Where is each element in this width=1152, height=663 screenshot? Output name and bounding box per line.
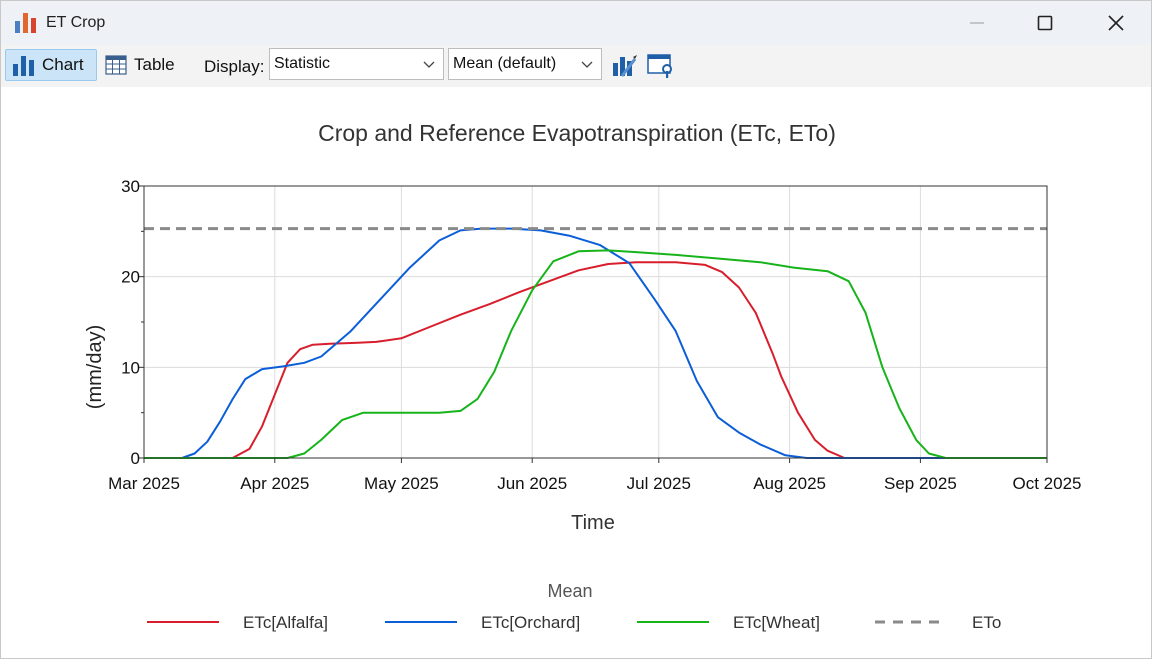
bar-chart-icon xyxy=(13,56,34,76)
x-tick-label: Jun 2025 xyxy=(497,474,567,493)
chart-app-icon xyxy=(15,13,36,33)
x-tick-label: Mar 2025 xyxy=(108,474,180,493)
close-button[interactable] xyxy=(1093,1,1139,45)
chart-tab-button[interactable]: Chart xyxy=(5,49,97,81)
maximize-icon xyxy=(1037,15,1053,31)
legend-label: ETc[Wheat] xyxy=(733,613,820,632)
table-icon xyxy=(105,55,127,75)
series-line-etc-wheat xyxy=(144,249,1047,459)
legend-label: ETc[Orchard] xyxy=(481,613,580,632)
x-tick-label: Jul 2025 xyxy=(627,474,691,493)
display-select-value: Statistic xyxy=(274,55,331,72)
table-tab-label: Table xyxy=(134,55,175,74)
chart-legend: ETc[Alfalfa] ETc[Orchard] ETc[Wheat] ETo xyxy=(147,613,1001,632)
series-line-etc-alfalfa xyxy=(144,261,1047,459)
plot-frame xyxy=(143,185,1048,459)
statistic-select[interactable]: Mean (default) xyxy=(448,48,602,80)
display-select[interactable]: Statistic xyxy=(269,48,444,80)
x-tick-label: Apr 2025 xyxy=(240,474,309,493)
chevron-down-icon xyxy=(581,61,593,68)
chart-settings-icon[interactable] xyxy=(610,51,638,79)
chart-ticks: Mar 2025 Apr 2025 May 2025 Jun 2025 Jul 2025… xyxy=(108,177,1081,493)
x-tick-label: May 2025 xyxy=(364,474,439,493)
statistic-select-value: Mean (default) xyxy=(453,55,557,72)
x-tick-label: Sep 2025 xyxy=(884,474,957,493)
x-axis-label: Time xyxy=(571,512,615,534)
legend-label: ETc[Alfalfa] xyxy=(243,613,328,632)
window-title: ET Crop xyxy=(46,14,106,31)
y-tick-label: 30 xyxy=(121,177,140,196)
close-icon xyxy=(1108,15,1124,31)
x-tick-label: Oct 2025 xyxy=(1013,474,1082,493)
table-tab-button[interactable]: Table xyxy=(105,49,185,81)
series-line-etc-orchard xyxy=(144,227,1047,459)
legend-title: Mean xyxy=(547,581,592,601)
y-tick-label: 10 xyxy=(121,358,140,377)
minimize-button[interactable] xyxy=(954,1,1000,45)
legend-label: ETo xyxy=(972,613,1001,632)
toolbar: Chart Table Display: Statistic Mean (def… xyxy=(1,45,1151,87)
chart-series xyxy=(144,227,1047,459)
window-settings-icon[interactable] xyxy=(646,51,674,79)
chart-title: Crop and Reference Evapotranspiration (E… xyxy=(318,120,836,146)
display-label: Display: xyxy=(204,57,265,76)
y-tick-label: 20 xyxy=(121,268,140,287)
y-tick-label: 0 xyxy=(131,449,140,468)
chart-tab-label: Chart xyxy=(42,55,84,74)
y-axis-label: (mm/day) xyxy=(84,325,106,409)
minimize-icon xyxy=(970,22,984,24)
x-tick-label: Aug 2025 xyxy=(753,474,826,493)
title-bar[interactable]: ET Crop xyxy=(1,1,1151,45)
chart-grid xyxy=(143,185,1048,459)
line-chart: Crop and Reference Evapotranspiration (E… xyxy=(84,120,1082,632)
chart-panel: Crop and Reference Evapotranspiration (E… xyxy=(1,87,1151,658)
chevron-down-icon xyxy=(423,61,435,68)
maximize-button[interactable] xyxy=(1022,1,1068,45)
